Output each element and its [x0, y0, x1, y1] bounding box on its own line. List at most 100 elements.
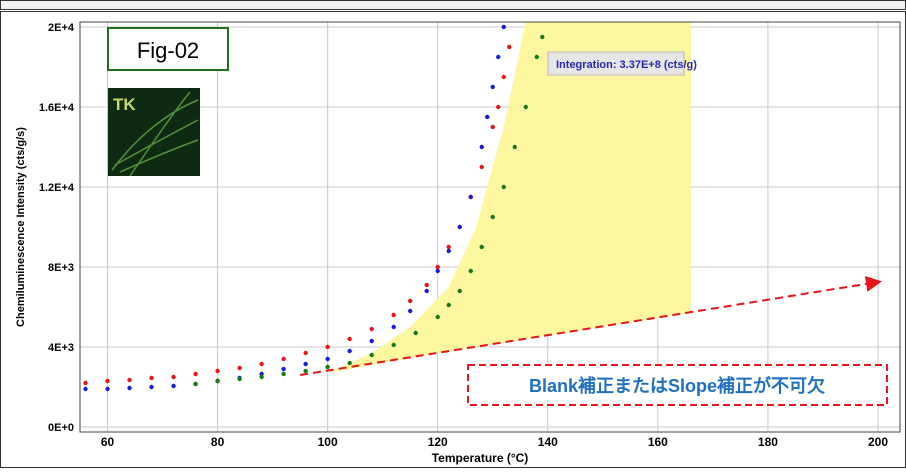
point: [408, 308, 413, 314]
logo-text: TK: [113, 95, 136, 114]
point: [237, 376, 242, 382]
point: [215, 368, 220, 374]
point: [281, 366, 286, 372]
integration-box: [547, 51, 685, 76]
plot-border: [79, 21, 901, 433]
integration-area: [327, 22, 691, 373]
point: [408, 298, 413, 304]
point: [149, 375, 154, 381]
y-axis-label: Chemiluminescence Intensity (cts/g/s): [15, 127, 27, 327]
point: [496, 104, 501, 110]
point: [127, 377, 132, 383]
point: [105, 386, 110, 392]
point: [501, 24, 506, 30]
area-layer: [327, 22, 691, 373]
point: [468, 194, 473, 200]
point: [391, 324, 396, 330]
x-axis-label: Temperature (°C): [432, 451, 529, 465]
x-tick-label: 180: [758, 435, 778, 449]
point: [83, 386, 88, 392]
note-text: Blank補正またはSlope補正が不可欠: [529, 375, 825, 396]
x-tick-label: 80: [211, 435, 225, 449]
point: [259, 361, 264, 367]
y-tick-label: 0E+0: [48, 422, 74, 434]
x-tick-label: 60: [101, 435, 115, 449]
point: [281, 371, 286, 377]
point: [496, 54, 501, 60]
arrow: [299, 276, 882, 376]
point: [413, 330, 418, 336]
point: [479, 244, 484, 250]
point: [259, 374, 264, 380]
note-box: [467, 364, 888, 406]
point: [149, 384, 154, 390]
point: [325, 356, 330, 362]
x-tick-label: 160: [648, 435, 668, 449]
point: [127, 385, 132, 391]
logo-image: [108, 88, 200, 176]
point: [193, 381, 198, 387]
y-tick-label: 1.6E+4: [39, 102, 75, 114]
points-layer: [83, 24, 545, 392]
point: [435, 314, 440, 320]
point: [369, 326, 374, 332]
point: [435, 264, 440, 270]
x-tick-label: 140: [538, 435, 558, 449]
point: [507, 44, 512, 50]
fig-label: Fig-02: [137, 38, 199, 63]
y-tick-label: 1.2E+4: [39, 182, 75, 194]
point: [424, 282, 429, 288]
point: [540, 34, 545, 40]
labels: 60 80 100 120 140 160 180 200 0E+0 4E+3 8E+3 1.2E+4…: [15, 22, 888, 465]
logo-art: [111, 91, 199, 177]
point: [485, 114, 490, 120]
y-tick-label: 8E+3: [48, 262, 74, 274]
fig-box: [107, 27, 229, 71]
point: [303, 361, 308, 367]
point: [281, 356, 286, 362]
y-tick-label: 2E+4: [48, 22, 75, 34]
point: [446, 244, 451, 250]
point: [457, 224, 462, 230]
top-strip: [0, 0, 906, 10]
point: [534, 54, 539, 60]
point: [391, 342, 396, 348]
point: [435, 268, 440, 274]
point: [391, 312, 396, 318]
point: [325, 344, 330, 350]
y-tick-label: 4E+3: [48, 342, 74, 354]
point: [105, 378, 110, 384]
point: [193, 371, 198, 377]
point: [424, 288, 429, 294]
point: [347, 336, 352, 342]
point: [369, 352, 374, 358]
point: [446, 248, 451, 254]
point: [490, 84, 495, 90]
point: [83, 380, 88, 386]
point: [303, 368, 308, 374]
point: [512, 144, 517, 150]
point: [171, 383, 176, 389]
point: [325, 364, 330, 370]
point: [171, 374, 176, 380]
point: [501, 184, 506, 190]
point: [446, 302, 451, 308]
x-tick-label: 200: [868, 435, 888, 449]
point: [490, 214, 495, 220]
point: [490, 124, 495, 130]
point: [468, 268, 473, 274]
point: [501, 74, 506, 80]
point: [523, 104, 528, 110]
point: [237, 365, 242, 371]
x-tick-label: 100: [318, 435, 338, 449]
point: [215, 378, 220, 384]
point: [303, 350, 308, 356]
point: [369, 338, 374, 344]
point: [347, 360, 352, 366]
point: [479, 164, 484, 170]
point: [347, 348, 352, 354]
point: [457, 288, 462, 294]
point: [479, 144, 484, 150]
